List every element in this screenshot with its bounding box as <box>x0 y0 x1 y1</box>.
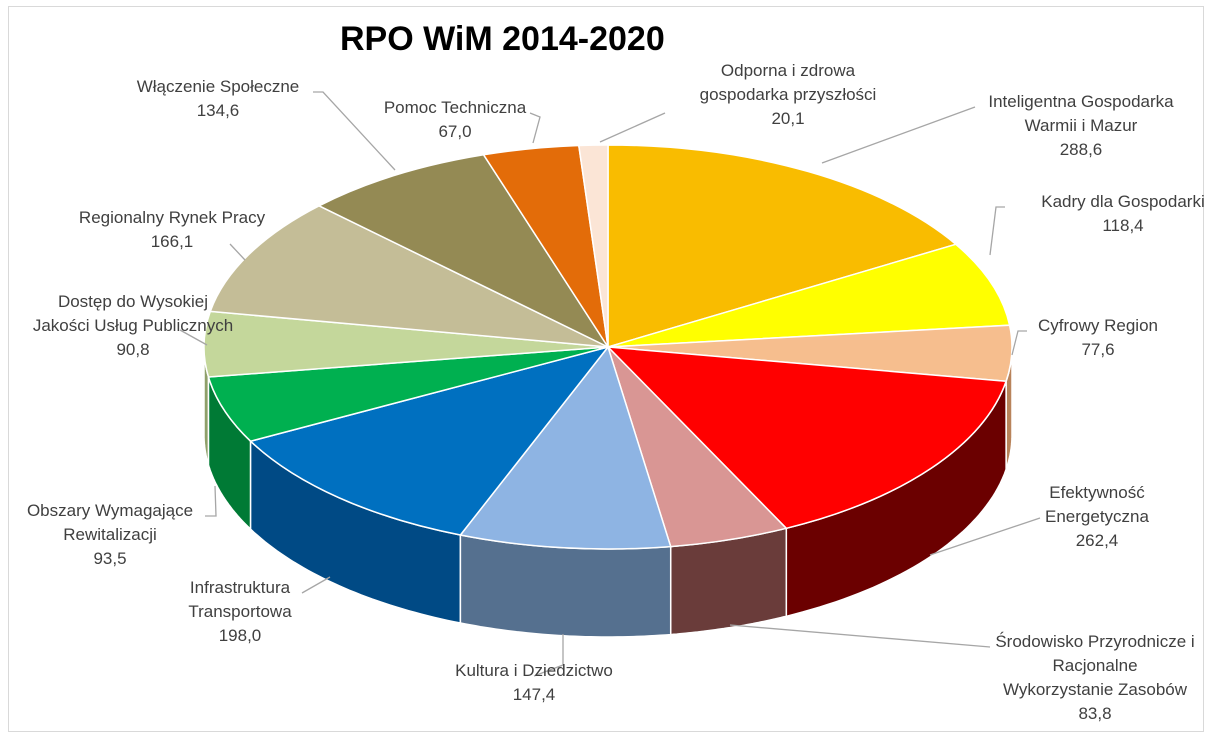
data-label-category: Obszary Wymagające <box>27 501 193 520</box>
data-label-category: Infrastruktura <box>190 578 291 597</box>
data-label-category: Racjonalne <box>1052 656 1137 675</box>
pie-slice <box>607 243 1011 348</box>
data-label-category: Odporna i zdrowa <box>721 61 856 80</box>
data-label-value: 20,1 <box>771 109 804 128</box>
data-label-category: Wykorzystanie Zasobów <box>1003 680 1188 699</box>
data-label-value: 90,8 <box>116 340 149 359</box>
leader-line <box>205 485 217 517</box>
pie-slice <box>249 345 610 536</box>
pie-tops <box>203 144 1013 550</box>
pie-slice <box>459 345 672 550</box>
leader-lines <box>179 91 1041 677</box>
data-labels: Inteligentna Gospodarka Warmii i Mazur 288… <box>27 61 1205 723</box>
leader-line <box>821 106 976 164</box>
leader-line <box>229 243 246 261</box>
data-label-category: Pomoc Techniczna <box>384 98 527 117</box>
data-label-value: 166,1 <box>151 232 194 251</box>
data-label-value: 118,4 <box>1102 216 1143 235</box>
pie-slice-side <box>459 534 672 638</box>
data-label-value: 134,6 <box>197 101 240 120</box>
data-label-category: Inteligentna Gospodarka <box>988 92 1174 111</box>
data-label-value: 83,8 <box>1078 704 1111 723</box>
leader-line <box>1011 330 1027 356</box>
data-label-value: 198,0 <box>219 626 262 645</box>
leader-line <box>179 329 208 346</box>
pie-slice <box>607 144 958 349</box>
data-label-value: 67,0 <box>438 122 471 141</box>
leader-line <box>599 112 666 143</box>
data-label-value: 147,4 <box>513 685 556 704</box>
data-label-category: Jakości Usług Publicznych <box>33 316 233 335</box>
pie-slice <box>209 204 609 348</box>
leader-line <box>729 624 991 648</box>
leader-line <box>533 634 564 677</box>
data-label-value: 262,4 <box>1076 531 1119 550</box>
data-label-value: 93,5 <box>93 549 126 568</box>
data-label-category: Dostęp do Wysokiej <box>58 292 208 311</box>
pie-slice <box>606 346 1008 530</box>
leader-line <box>313 91 396 171</box>
data-label-category: Kultura i Dziedzictwo <box>455 661 613 680</box>
data-label-category: Warmii i Mazur <box>1025 116 1138 135</box>
data-label-category: Rewitalizacji <box>63 525 157 544</box>
data-label-category: Efektywność <box>1049 483 1145 502</box>
data-label-category: Kadry dla Gospodarki <box>1041 192 1204 211</box>
data-label-category: Cyfrowy Region <box>1038 316 1158 335</box>
data-label-category: Włączenie Społeczne <box>137 77 300 96</box>
data-label-value: 77,6 <box>1081 340 1114 359</box>
leader-line <box>529 112 541 144</box>
chart-frame <box>8 6 1204 732</box>
data-label-category: Regionalny Rynek Pracy <box>79 208 266 227</box>
data-label-category: Energetyczna <box>1045 507 1149 526</box>
pie-slice <box>317 153 611 349</box>
leader-line <box>301 576 331 594</box>
data-label-category: Transportowa <box>188 602 292 621</box>
data-label-category: Środowisko Przyrodnicze i <box>995 632 1194 651</box>
leader-line <box>989 206 1005 256</box>
chart-title: RPO WiM 2014-2020 <box>340 20 665 58</box>
data-label-value: 288,6 <box>1060 140 1103 159</box>
pie-slice <box>207 346 609 443</box>
pie-slice <box>577 144 609 348</box>
data-label-category: gospodarka przyszłości <box>700 85 877 104</box>
leader-line <box>929 517 1041 556</box>
